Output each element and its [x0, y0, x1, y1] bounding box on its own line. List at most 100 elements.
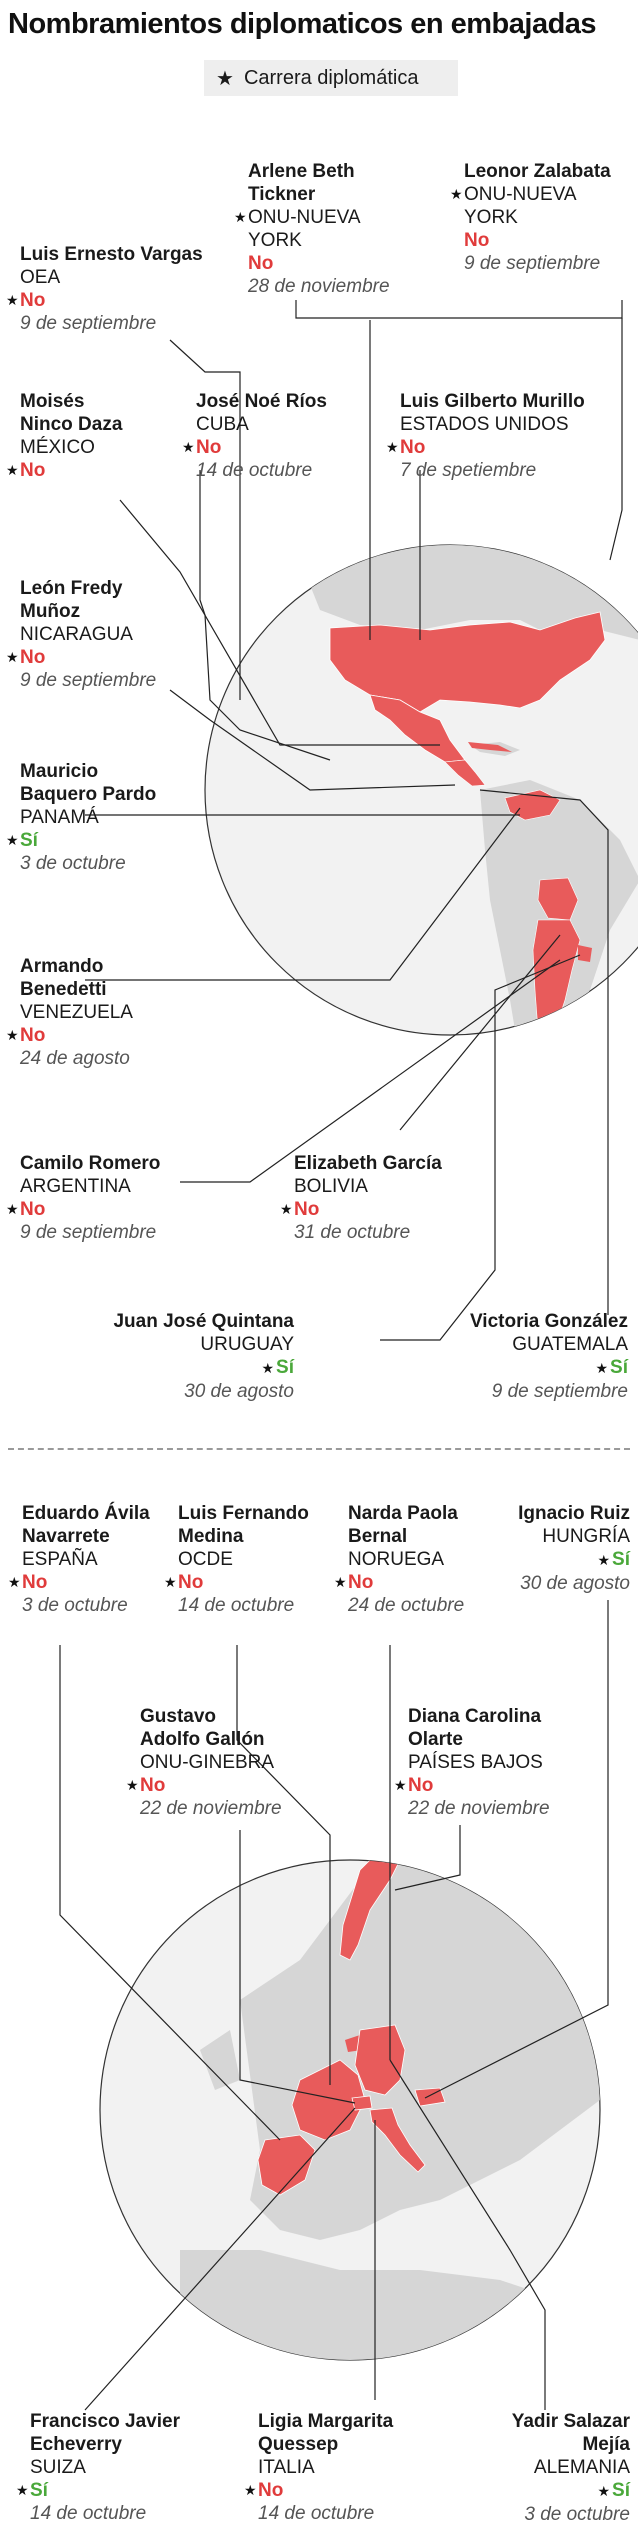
- person-block-baquero: Mauricio Baquero Pardo PANAMÁ ★ Sí 3 de o…: [6, 760, 157, 875]
- star-icon: ★: [126, 1777, 139, 1793]
- person-block-romero: Camilo Romero ARGENTINA ★ No 9 de septiem…: [6, 1152, 161, 1244]
- person-block-ruiz: Ignacio Ruiz HUNGRÍA ★ Sí 30 de agosto: [478, 1502, 630, 1595]
- person-name: Eduardo Ávila Navarrete: [22, 1503, 150, 1547]
- post-label: SUIZA: [30, 2457, 86, 2478]
- post-label: MÉXICO: [20, 437, 95, 458]
- result-badge: No: [22, 1572, 48, 1593]
- page-title: Nombramientos diplomaticos en embajadas: [8, 8, 597, 40]
- post-label: GUATEMALA: [512, 1334, 628, 1355]
- person-block-vargas: Luis Ernesto Vargas OEA ★ No 9 de septiem…: [6, 243, 203, 335]
- date-label: 22 de noviembre: [140, 1798, 282, 1819]
- person-block-quessep: Ligia Margarita Quessep ITALIA ★ No 14 de…: [244, 2410, 394, 2525]
- person-name: Arlene Beth Tickner: [248, 161, 355, 205]
- star-icon: ★: [334, 1574, 347, 1590]
- star-icon: ★: [6, 292, 19, 308]
- person-name: Narda Paola Bernal: [348, 1503, 458, 1547]
- result-badge: No: [178, 1572, 204, 1593]
- result-badge: Sí: [276, 1357, 294, 1378]
- date-label: 24 de octubre: [348, 1595, 465, 1616]
- date-label: 30 de agosto: [520, 1573, 630, 1594]
- result-badge: Sí: [612, 1549, 630, 1570]
- post-label: NICARAGUA: [20, 624, 133, 645]
- result-badge: No: [196, 437, 222, 458]
- result-badge: No: [20, 647, 46, 668]
- person-name: Yadir Salazar Mejía: [511, 2411, 630, 2455]
- person-name: José Noé Ríos: [196, 391, 327, 412]
- person-block-avila: Eduardo Ávila Navarrete ESPAÑA ★ No 3 de …: [8, 1502, 150, 1617]
- post-label: PAÍSES BAJOS: [408, 1752, 543, 1773]
- legend-label: Carrera diplomática: [243, 66, 419, 89]
- person-name: Ligia Margarita Quessep: [258, 2411, 394, 2455]
- person-name: Mauricio Baquero Pardo: [20, 761, 157, 805]
- result-badge: Sí: [30, 2480, 48, 2501]
- date-label: 3 de octubre: [22, 1595, 128, 1616]
- result-badge: No: [348, 1572, 374, 1593]
- person-name: Armando Benedetti: [20, 956, 107, 1000]
- date-label: 28 de noviembre: [248, 276, 390, 297]
- star-icon: ★: [394, 1777, 407, 1793]
- person-name: Francisco Javier Echeverry: [30, 2411, 180, 2455]
- person-name: Luis Gilberto Murillo: [400, 391, 585, 412]
- date-label: 9 de septiembre: [20, 313, 157, 334]
- result-badge: Sí: [612, 2480, 630, 2501]
- date-label: 22 de noviembre: [408, 1798, 550, 1819]
- person-block-benedetti: Armando Benedetti VENEZUELA ★ No 24 de ag…: [6, 955, 133, 1070]
- date-label: 9 de septiembre: [20, 1222, 157, 1243]
- europe-connectors: [59, 1600, 609, 2411]
- result-badge: No: [464, 230, 490, 251]
- result-badge: No: [20, 1199, 46, 1220]
- person-block-zalabata: Leonor Zalabata ★ ONU-NUEVA YORK No 9 de …: [450, 160, 611, 275]
- star-icon: ★: [386, 439, 399, 455]
- date-label: 14 de octubre: [196, 460, 313, 481]
- person-name: Leonor Zalabata: [464, 161, 611, 182]
- date-label: 14 de octubre: [258, 2503, 375, 2524]
- person-block-medina: Luis Fernando Medina OCDE ★ No 14 de octu…: [164, 1502, 309, 1617]
- person-name: Juan José Quintana: [113, 1311, 294, 1332]
- post-label: URUGUAY: [200, 1334, 294, 1355]
- date-label: 31 de octubre: [294, 1222, 411, 1243]
- post-label: ONU-GINEBRA: [140, 1752, 275, 1773]
- person-name: Moisés Ninco Daza: [20, 391, 123, 435]
- person-name: Elizabeth García: [294, 1153, 442, 1174]
- person-block-munoz: León Fredy Muñoz NICARAGUA ★ No 9 de sept…: [6, 577, 156, 692]
- date-label: 9 de septiembre: [464, 253, 601, 274]
- person-block-rios: José Noé Ríos CUBA ★ No 14 de octubre: [182, 390, 327, 482]
- post-label: VENEZUELA: [20, 1002, 133, 1023]
- person-name: Luis Fernando Medina: [178, 1503, 309, 1547]
- post-label: PANAMÁ: [20, 807, 99, 828]
- post-label: NORUEGA: [348, 1549, 445, 1570]
- star-icon: ★: [6, 1201, 19, 1217]
- star-icon: ★: [8, 1574, 21, 1590]
- star-icon: ★: [182, 439, 195, 455]
- person-block-quintana: Juan José Quintana URUGUAY ★ Sí 30 de ago…: [90, 1310, 294, 1403]
- person-name: Camilo Romero: [20, 1153, 161, 1174]
- star-icon: ★: [450, 186, 463, 202]
- post-label: OEA: [20, 267, 61, 288]
- result-badge: No: [294, 1199, 320, 1220]
- star-icon: ★: [280, 1201, 293, 1217]
- date-label: 24 de agosto: [20, 1048, 130, 1069]
- star-icon: ★: [261, 1360, 275, 1376]
- person-block-echeverry: Francisco Javier Echeverry SUIZA ★ Sí 14 …: [16, 2410, 180, 2525]
- star-icon: ★: [216, 67, 234, 90]
- person-name: Gustavo Adolfo Gallón: [140, 1706, 265, 1750]
- person-block-murillo: Luis Gilberto Murillo ESTADOS UNIDOS ★ No…: [386, 390, 585, 482]
- post-label: CUBA: [196, 414, 249, 435]
- person-block-ninco: Moisés Ninco Daza MÉXICO ★ No: [6, 390, 123, 482]
- person-block-salazar: Yadir Salazar Mejía ALEMANIA ★ Sí 3 de oc…: [468, 2410, 630, 2526]
- person-name: Diana Carolina Olarte: [408, 1706, 542, 1750]
- star-icon: ★: [597, 1552, 611, 1568]
- date-label: 30 de agosto: [184, 1381, 294, 1402]
- star-icon: ★: [6, 1027, 19, 1043]
- person-name: Luis Ernesto Vargas: [20, 244, 203, 265]
- person-name: Ignacio Ruiz: [518, 1503, 630, 1524]
- person-block-bernal: Narda Paola Bernal NORUEGA ★ No 24 de oct…: [334, 1502, 465, 1617]
- person-block-garcia: Elizabeth García BOLIVIA ★ No 31 de octub…: [280, 1152, 442, 1244]
- star-icon: ★: [595, 1360, 609, 1376]
- post-label: ESTADOS UNIDOS: [400, 414, 569, 435]
- result-badge: No: [20, 1025, 46, 1046]
- person-name: León Fredy Muñoz: [20, 578, 123, 622]
- star-icon: ★: [244, 2482, 257, 2498]
- person-block-gallon: Gustavo Adolfo Gallón ONU-GINEBRA ★ No 22…: [126, 1705, 282, 1820]
- post-label: ARGENTINA: [20, 1176, 131, 1197]
